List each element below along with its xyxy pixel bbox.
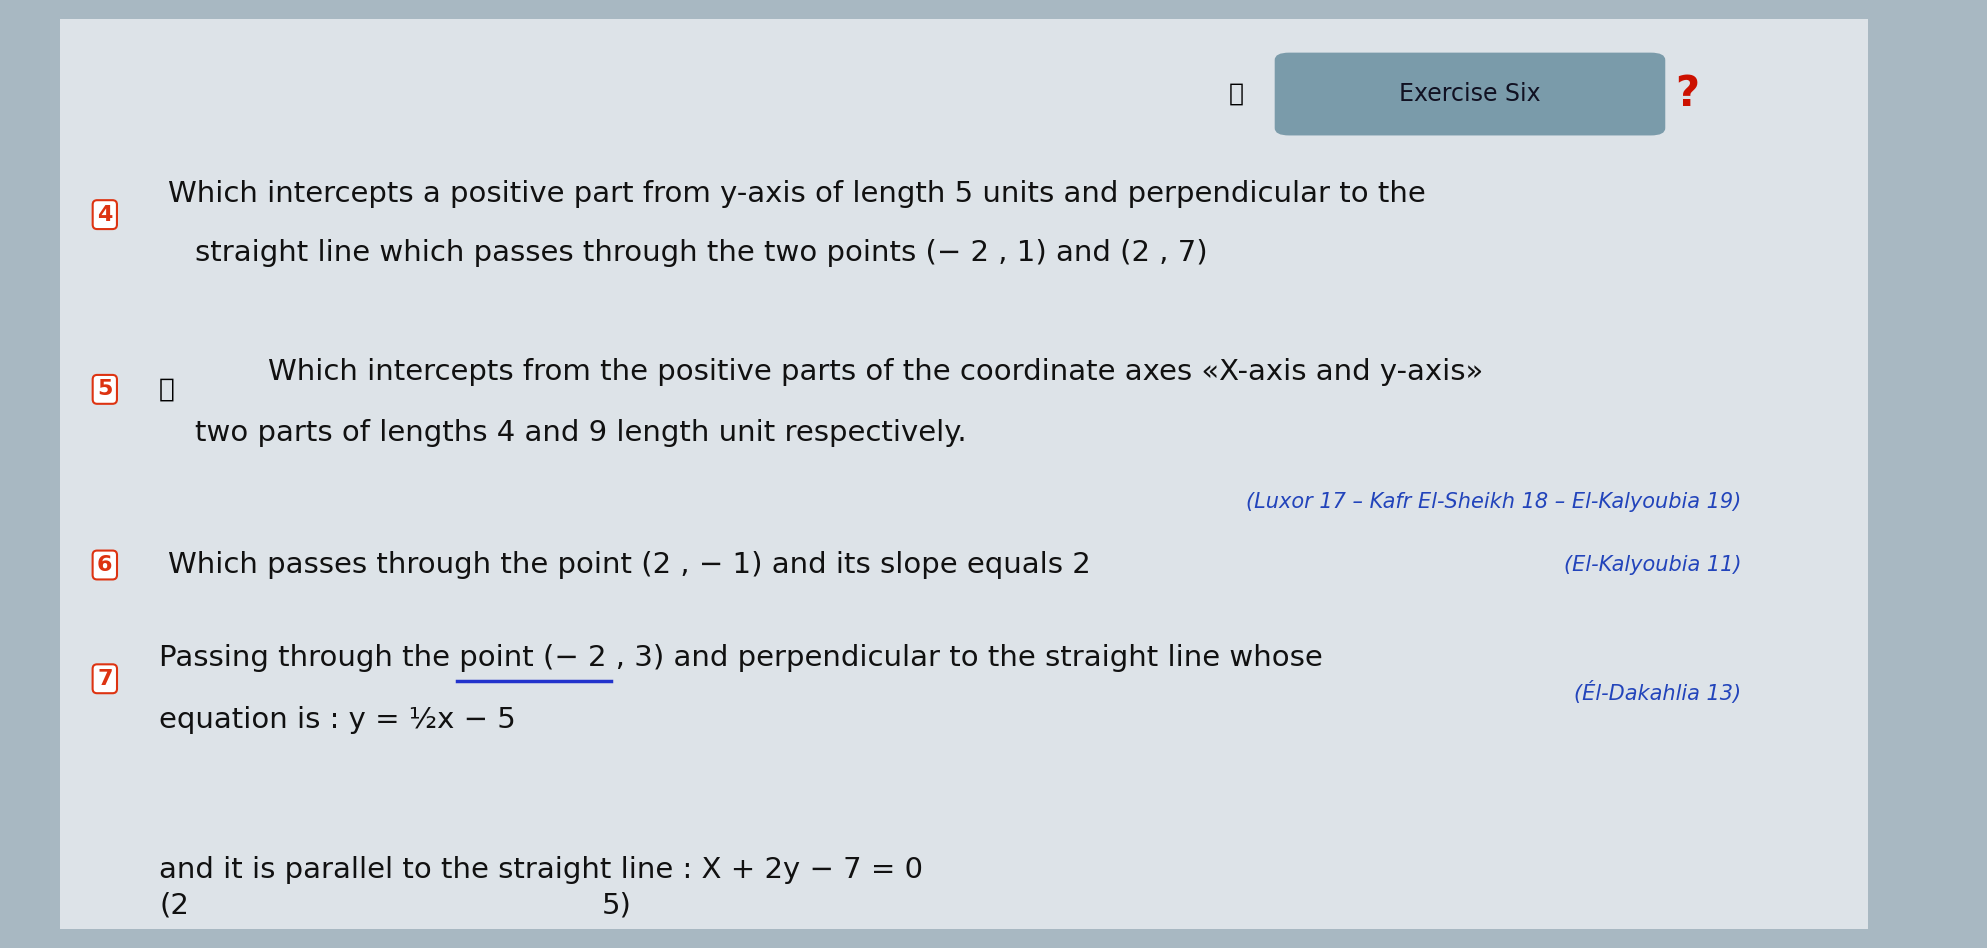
Text: (El-Kalyoubia 11): (El-Kalyoubia 11) (1564, 555, 1741, 575)
Text: straight line which passes through the two points (− 2 , 1) and (2 , 7): straight line which passes through the t… (195, 239, 1208, 267)
Text: Which intercepts from the positive parts of the coordinate axes «X-axis and y-ax: Which intercepts from the positive parts… (268, 357, 1482, 386)
Text: equation is : y = ½x − 5: equation is : y = ½x − 5 (159, 706, 517, 734)
Text: Which passes through the point (2 , − 1) and its slope equals 2: Which passes through the point (2 , − 1)… (169, 551, 1091, 579)
FancyBboxPatch shape (42, 9, 1886, 939)
Text: Which intercepts a positive part from y-axis of length 5 units and perpendicular: Which intercepts a positive part from y-… (169, 180, 1427, 209)
Text: Passing through the point (− 2 , 3) and perpendicular to the straight line whose: Passing through the point (− 2 , 3) and … (159, 645, 1323, 672)
Text: 5): 5) (602, 892, 632, 920)
Text: and it is parallel to the straight line : X + 2y − 7 = 0: and it is parallel to the straight line … (159, 856, 924, 884)
FancyBboxPatch shape (1276, 53, 1665, 136)
Text: (Luxor 17 – Kafr El-Sheikh 18 – El-Kalyoubia 19): (Luxor 17 – Kafr El-Sheikh 18 – El-Kalyo… (1246, 492, 1741, 512)
Text: Exercise Six: Exercise Six (1399, 82, 1540, 106)
Text: (Él-Dakahlia 13): (Él-Dakahlia 13) (1574, 681, 1741, 704)
Text: 🤜: 🤜 (1230, 82, 1244, 106)
Text: two parts of lengths 4 and 9 length unit respectively.: two parts of lengths 4 and 9 length unit… (195, 419, 968, 447)
Text: ?: ? (1675, 73, 1699, 115)
Text: 6: 6 (97, 555, 113, 575)
Text: 📖: 📖 (159, 376, 175, 402)
Text: (2: (2 (159, 892, 189, 920)
Text: 7: 7 (97, 668, 113, 689)
Text: 4: 4 (97, 205, 113, 225)
Text: 5: 5 (97, 379, 113, 399)
